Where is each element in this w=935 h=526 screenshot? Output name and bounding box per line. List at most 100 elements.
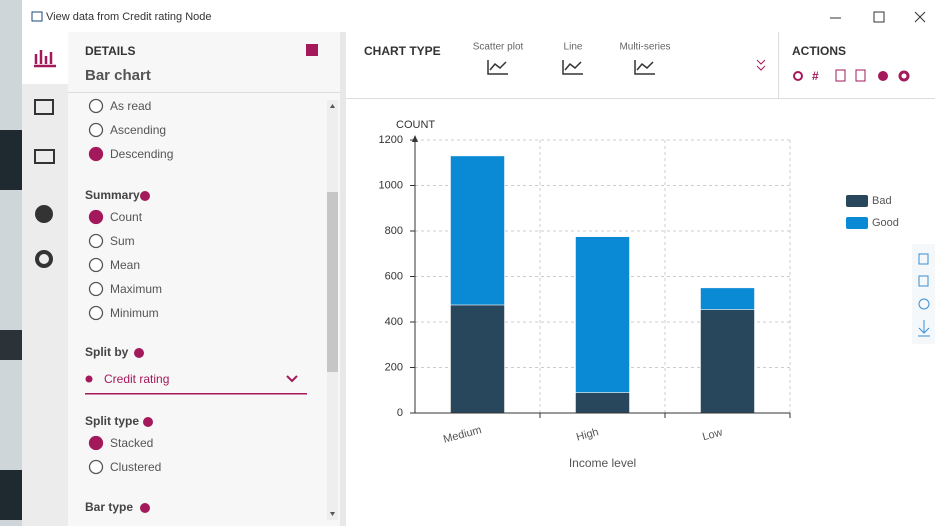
image-icon[interactable] (855, 69, 866, 82)
bar-segment (575, 236, 630, 393)
radio[interactable] (88, 233, 104, 249)
radio-label: Mean (110, 258, 140, 272)
chart-type-icon[interactable] (634, 60, 655, 75)
scroll-thumb[interactable] (327, 192, 338, 372)
gauge-icon[interactable] (35, 205, 53, 223)
settings-icon[interactable] (35, 250, 53, 268)
y-tick-label: 400 (385, 316, 403, 328)
details-heading: DETAILS (85, 44, 135, 58)
y-axis-label: COUNT (396, 119, 435, 131)
refresh-icon[interactable] (793, 71, 803, 81)
close[interactable] (914, 11, 926, 23)
radio[interactable] (88, 209, 104, 225)
radio-label: Maximum (110, 282, 162, 296)
radio-label: Descending (110, 147, 173, 161)
chart-type-option[interactable]: Line (564, 42, 583, 53)
info-icon (143, 417, 153, 427)
collapse-button[interactable] (306, 44, 318, 56)
bar-segment (700, 309, 755, 414)
expand-chevron[interactable] (756, 59, 766, 71)
y-axis-arrow (412, 135, 418, 142)
section-label: Summary (85, 188, 140, 202)
y-tick-label: 1000 (379, 179, 403, 191)
chart-type-icon[interactable] (487, 60, 508, 75)
divider[interactable] (340, 32, 346, 526)
zoom-icon[interactable] (918, 253, 929, 265)
x-tick-label: Medium (442, 424, 483, 446)
bar-segment (575, 392, 630, 414)
radio[interactable] (88, 459, 104, 475)
y-tick-label: 600 (385, 270, 403, 282)
chart-type-icon[interactable] (562, 60, 583, 75)
dropdown-chevron[interactable] (286, 375, 298, 383)
x-tick-label: High (575, 426, 600, 443)
rotate-icon[interactable] (918, 298, 930, 310)
radio-label: Sum (110, 234, 135, 248)
chart-type-option[interactable]: Multi-series (619, 42, 670, 53)
legend-swatch[interactable] (846, 195, 868, 207)
radio-label: As read (110, 99, 151, 113)
y-tick-label: 200 (385, 361, 403, 373)
action-icons: # (793, 69, 910, 83)
radio[interactable] (88, 257, 104, 273)
radio-label: Count (110, 210, 143, 224)
bar-segment (450, 155, 505, 306)
radio[interactable] (88, 305, 104, 321)
desktop-item (0, 130, 22, 190)
window-title: View data from Credit rating Node (46, 11, 212, 23)
gauge-action[interactable] (878, 71, 888, 81)
bar-segment (700, 287, 755, 310)
table-icon[interactable] (34, 99, 54, 115)
chart-type-label: CHART TYPE (364, 44, 441, 58)
dropdown-value[interactable]: Credit rating (104, 372, 169, 386)
radio-label: Stacked (110, 436, 153, 450)
legend-label: Bad (872, 195, 892, 207)
details-panel (68, 32, 340, 526)
radio-label: Clustered (110, 460, 161, 474)
info-icon (140, 191, 150, 201)
split-icon (85, 375, 93, 383)
bar-segment (450, 304, 505, 414)
dropdown-underline (85, 393, 307, 395)
settings-action[interactable] (898, 70, 910, 82)
y-tick-label: 800 (385, 225, 403, 237)
radio[interactable] (88, 122, 104, 138)
section-label: Split by (85, 345, 129, 359)
pdf-icon[interactable] (835, 69, 846, 82)
radio[interactable] (88, 281, 104, 297)
chart-icon[interactable] (34, 50, 56, 68)
title-bar (22, 0, 935, 32)
mini-toolbar (912, 244, 935, 344)
sidebar (22, 32, 68, 526)
radio[interactable] (88, 435, 104, 451)
y-tick-label: 1200 (379, 134, 403, 146)
section-label: Bar type (85, 500, 133, 514)
actions-label: ACTIONS (792, 44, 846, 58)
radio[interactable] (88, 146, 104, 162)
toolbar-border (346, 98, 935, 99)
display-icon[interactable] (34, 149, 55, 164)
info-icon (140, 503, 150, 513)
radio-label: Ascending (110, 123, 166, 137)
legend-swatch[interactable] (846, 217, 868, 229)
radio[interactable] (88, 98, 104, 114)
app-icon (31, 11, 43, 22)
desktop (0, 0, 22, 526)
download-icon[interactable] (918, 320, 930, 337)
hash-icon[interactable]: # (812, 69, 819, 83)
x-tick-label: Low (701, 426, 724, 443)
x-axis-label: Income level (569, 456, 636, 470)
chart-type-option[interactable]: Scatter plot (473, 42, 524, 53)
desktop-item (0, 470, 22, 520)
section-label: Split type (85, 414, 139, 428)
info-icon (134, 348, 144, 358)
legend-label: Good (872, 217, 899, 229)
mini-icons (918, 253, 930, 337)
maximize[interactable] (873, 11, 885, 23)
radio-label: Minimum (110, 306, 159, 320)
y-tick-label: 0 (397, 407, 403, 419)
toolbar-divider (778, 32, 779, 98)
reset-icon[interactable] (918, 275, 929, 287)
desktop-item (0, 330, 22, 360)
